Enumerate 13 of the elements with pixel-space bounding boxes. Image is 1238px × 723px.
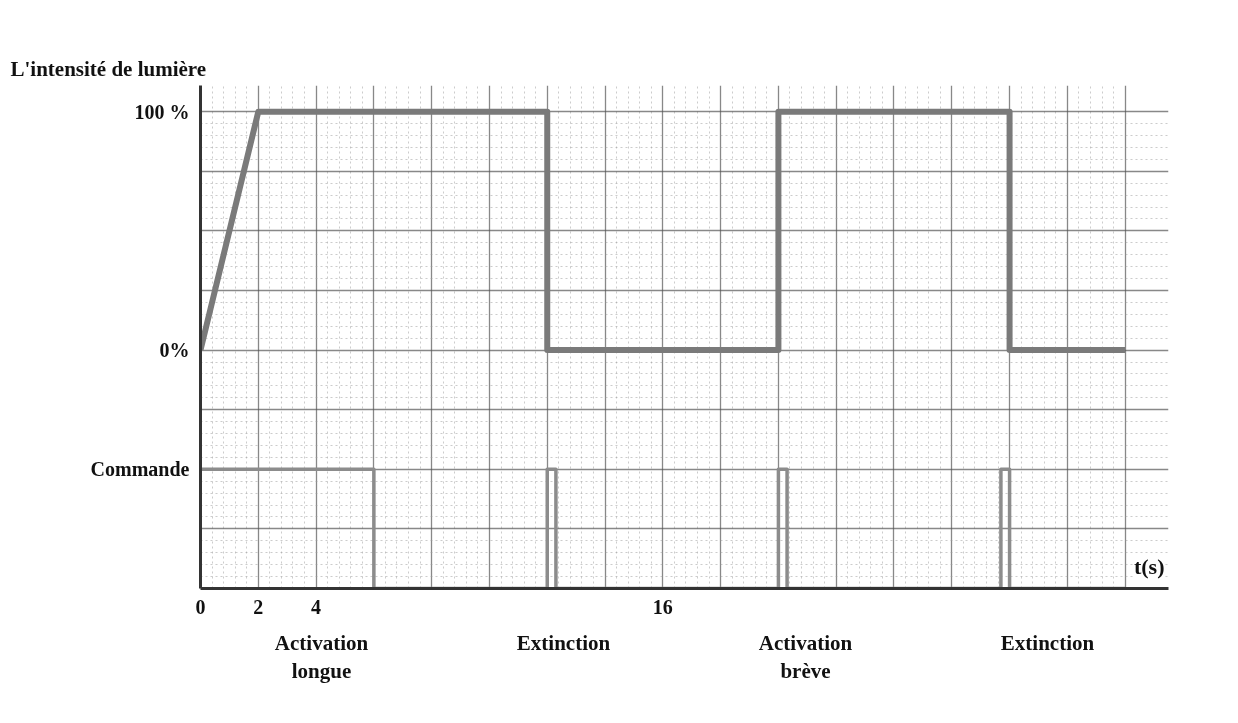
y-axis-title: L'intensité de lumière [10, 56, 207, 81]
y-tick-label: Commande [90, 458, 190, 481]
x-tick-label: 0 [195, 595, 206, 618]
text: Extinction [1000, 630, 1095, 655]
y-tick-label: 0% [159, 339, 190, 362]
x-tick-label: 2 [253, 595, 264, 618]
text: Activation longue [274, 630, 369, 684]
x-tick-label: 16 [652, 595, 673, 618]
text: Activation brève [758, 630, 853, 684]
y-tick-label: 100 % [134, 100, 190, 123]
x-tick-label: 4 [311, 595, 322, 618]
x-axis-title: t(s) [1133, 553, 1165, 579]
text: Extinction [516, 630, 611, 655]
